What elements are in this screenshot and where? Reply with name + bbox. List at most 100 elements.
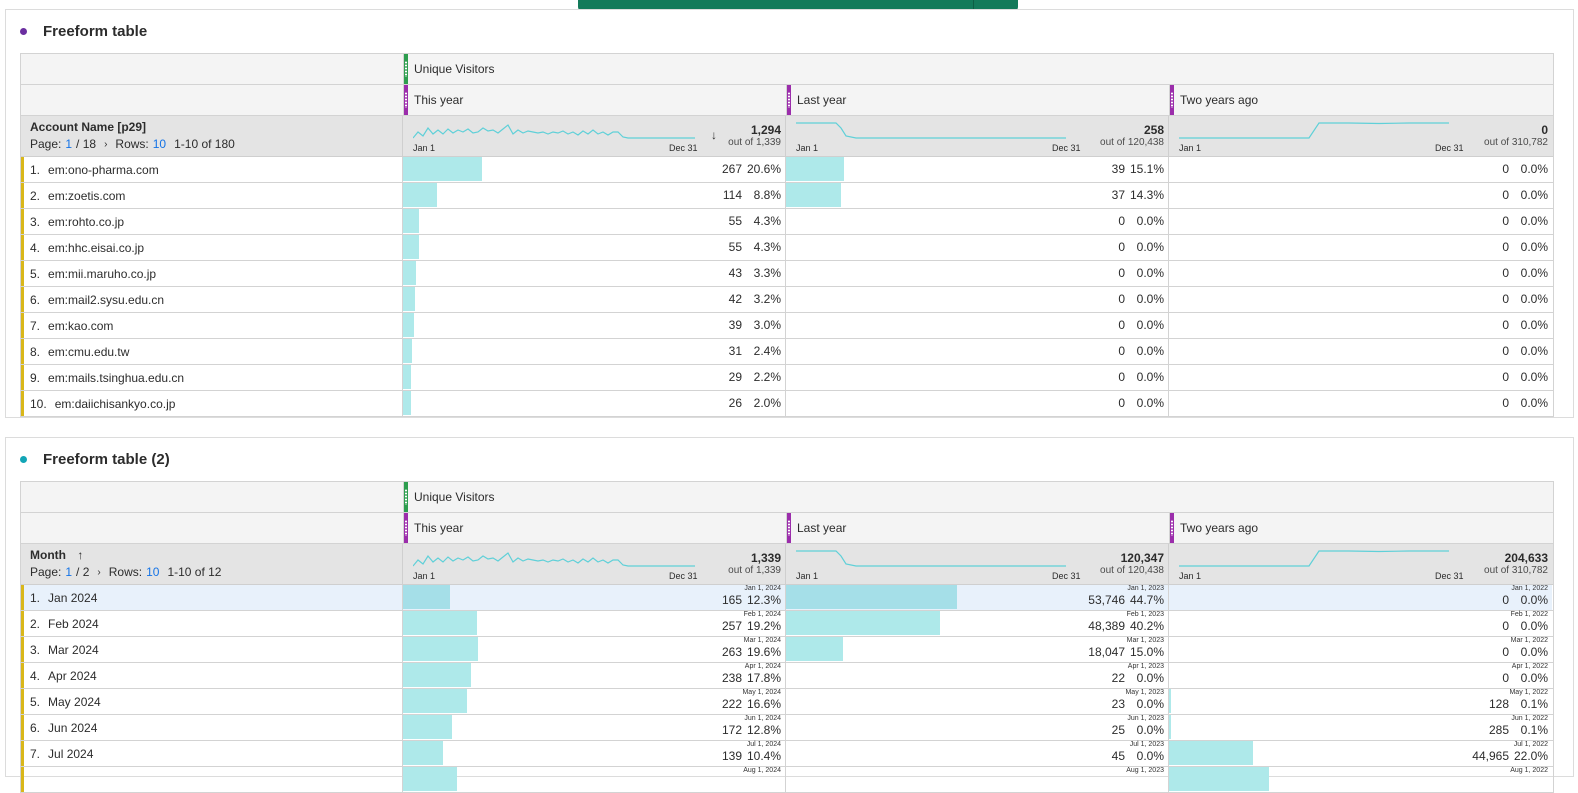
metric-cell[interactable]: Jul 1, 2022 44,965 22.0% xyxy=(1169,741,1552,766)
metric-cell[interactable]: 42 3.2% xyxy=(403,287,786,312)
metric-cell[interactable]: Jul 1, 2024 139 10.4% xyxy=(403,741,786,766)
metric-cell[interactable]: 0 0.0% xyxy=(1169,365,1552,390)
metric-cell[interactable]: 0 0.0% xyxy=(1169,157,1552,182)
metric-cell[interactable]: 39 3.0% xyxy=(403,313,786,338)
metric-cell[interactable]: 31 2.4% xyxy=(403,339,786,364)
metric-header[interactable]: Unique Visitors xyxy=(404,54,1553,84)
row-dimension-cell[interactable]: 1. em:ono-pharma.com xyxy=(21,157,403,182)
metric-cell[interactable]: Aug 1, 2024 xyxy=(403,767,786,792)
drag-handle[interactable] xyxy=(404,54,408,84)
table-row[interactable]: Aug 1, 2024 Aug 1, 2023 Aug 1, 2022 xyxy=(21,767,1553,793)
metric-cell[interactable]: Jan 1, 2023 53,746 44.7% xyxy=(786,585,1169,610)
metric-cell[interactable]: Apr 1, 2022 0 0.0% xyxy=(1169,663,1552,688)
row-dimension-cell[interactable] xyxy=(21,767,403,792)
table-row[interactable]: 10. em:daiichisankyo.co.jp 26 2.0% 0 0.0% 0 0.0… xyxy=(21,391,1553,417)
column-header-two-years-ago[interactable]: Two years ago xyxy=(1170,85,1553,115)
metric-cell[interactable]: 39 15.1% xyxy=(786,157,1169,182)
metric-cell[interactable]: Jan 1, 2024 165 12.3% xyxy=(403,585,786,610)
column-header-last-year[interactable]: Last year xyxy=(787,513,1170,543)
metric-cell[interactable]: Mar 1, 2024 263 19.6% xyxy=(403,637,786,662)
panel-title[interactable]: Freeform table (2) xyxy=(20,450,170,468)
metric-cell[interactable]: Feb 1, 2023 48,389 40.2% xyxy=(786,611,1169,636)
row-dimension-cell[interactable]: 3. em:rohto.co.jp xyxy=(21,209,403,234)
table-row[interactable]: 7. Jul 2024 Jul 1, 2024 139 10.4% Jul 1, 2023… xyxy=(21,741,1553,767)
row-dimension-cell[interactable]: 8. em:cmu.edu.tw xyxy=(21,339,403,364)
table-row[interactable]: 4. Apr 2024 Apr 1, 2024 238 17.8% Apr 1, 2023… xyxy=(21,663,1553,689)
table-row[interactable]: 1. em:ono-pharma.com 267 20.6% 39 15.1% 0 0.0% xyxy=(21,157,1553,183)
drag-handle[interactable] xyxy=(787,513,791,543)
metric-cell[interactable]: 55 4.3% xyxy=(403,235,786,260)
metric-cell[interactable]: 0 0.0% xyxy=(1169,391,1552,416)
chevron-right-icon[interactable]: › xyxy=(104,138,108,150)
drag-handle[interactable] xyxy=(404,85,408,115)
metric-header[interactable]: Unique Visitors xyxy=(404,482,1553,512)
table-row[interactable]: 6. em:mail2.sysu.edu.cn 42 3.2% 0 0.0% 0 0.0% xyxy=(21,287,1553,313)
table-row[interactable]: 8. em:cmu.edu.tw 31 2.4% 0 0.0% 0 0.0% xyxy=(21,339,1553,365)
metric-cell[interactable]: 114 8.8% xyxy=(403,183,786,208)
rows-per-page-select[interactable]: 10 xyxy=(146,565,160,579)
rows-per-page-select[interactable]: 10 xyxy=(152,137,167,151)
metric-cell[interactable]: Apr 1, 2023 22 0.0% xyxy=(786,663,1169,688)
row-dimension-cell[interactable]: 5. em:mii.maruho.co.jp xyxy=(21,261,403,286)
top-action-bar[interactable] xyxy=(578,0,1018,11)
metric-cell[interactable]: 29 2.2% xyxy=(403,365,786,390)
metric-cell[interactable]: 0 0.0% xyxy=(786,339,1169,364)
column-header-this-year[interactable]: This year xyxy=(404,85,787,115)
row-dimension-cell[interactable]: 6. Jun 2024 xyxy=(21,715,403,740)
row-dimension-cell[interactable]: 3. Mar 2024 xyxy=(21,637,403,662)
metric-cell[interactable]: 0 0.0% xyxy=(786,261,1169,286)
drag-handle[interactable] xyxy=(1170,513,1174,543)
metric-cell[interactable]: May 1, 2024 222 16.6% xyxy=(403,689,786,714)
column-header-last-year[interactable]: Last year xyxy=(787,85,1170,115)
page-number-input[interactable]: 1 xyxy=(65,137,73,151)
table-row[interactable]: 6. Jun 2024 Jun 1, 2024 172 12.8% Jun 1, 2023… xyxy=(21,715,1553,741)
metric-cell[interactable]: 55 4.3% xyxy=(403,209,786,234)
metric-cell[interactable]: Jun 1, 2024 172 12.8% xyxy=(403,715,786,740)
metric-cell[interactable]: 0 0.0% xyxy=(1169,339,1552,364)
table-row[interactable]: 2. Feb 2024 Feb 1, 2024 257 19.2% Feb 1, 2023… xyxy=(21,611,1553,637)
dimension-name[interactable]: Account Name [p29] xyxy=(30,120,147,134)
row-dimension-cell[interactable]: 4. Apr 2024 xyxy=(21,663,403,688)
row-dimension-cell[interactable]: 7. Jul 2024 xyxy=(21,741,403,766)
metric-cell[interactable]: 0 0.0% xyxy=(1169,261,1552,286)
metric-cell[interactable]: Jul 1, 2023 45 0.0% xyxy=(786,741,1169,766)
column-header-two-years-ago[interactable]: Two years ago xyxy=(1170,513,1553,543)
metric-cell[interactable]: Jun 1, 2022 285 0.1% xyxy=(1169,715,1552,740)
row-dimension-cell[interactable]: 4. em:hhc.eisai.co.jp xyxy=(21,235,403,260)
row-dimension-cell[interactable]: 10. em:daiichisankyo.co.jp xyxy=(21,391,403,416)
metric-cell[interactable]: Jan 1, 2022 0 0.0% xyxy=(1169,585,1552,610)
row-dimension-cell[interactable]: 1. Jan 2024 xyxy=(21,585,403,610)
metric-cell[interactable]: 0 0.0% xyxy=(1169,287,1552,312)
metric-cell[interactable]: 0 0.0% xyxy=(1169,209,1552,234)
metric-cell[interactable]: 267 20.6% xyxy=(403,157,786,182)
column-header-this-year[interactable]: This year xyxy=(404,513,787,543)
row-dimension-cell[interactable]: 2. em:zoetis.com xyxy=(21,183,403,208)
drag-handle[interactable] xyxy=(1170,85,1174,115)
metric-cell[interactable]: 0 0.0% xyxy=(786,365,1169,390)
row-dimension-cell[interactable]: 2. Feb 2024 xyxy=(21,611,403,636)
metric-cell[interactable]: 0 0.0% xyxy=(1169,183,1552,208)
drag-handle[interactable] xyxy=(404,513,408,543)
row-dimension-cell[interactable]: 6. em:mail2.sysu.edu.cn xyxy=(21,287,403,312)
metric-cell[interactable]: 37 14.3% xyxy=(786,183,1169,208)
table-row[interactable]: 7. em:kao.com 39 3.0% 0 0.0% 0 0.0% xyxy=(21,313,1553,339)
table-row[interactable]: 9. em:mails.tsinghua.edu.cn 29 2.2% 0 0.0% 0 0.… xyxy=(21,365,1553,391)
sort-ascending-icon[interactable]: ↑ xyxy=(77,548,84,562)
row-dimension-cell[interactable]: 7. em:kao.com xyxy=(21,313,403,338)
page-number-input[interactable]: 1 xyxy=(65,565,73,579)
table-row[interactable]: 5. May 2024 May 1, 2024 222 16.6% May 1, 2023… xyxy=(21,689,1553,715)
metric-cell[interactable]: 0 0.0% xyxy=(786,391,1169,416)
metric-cell[interactable]: Mar 1, 2023 18,047 15.0% xyxy=(786,637,1169,662)
metric-cell[interactable]: 43 3.3% xyxy=(403,261,786,286)
table-row[interactable]: 5. em:mii.maruho.co.jp 43 3.3% 0 0.0% 0 0.0% xyxy=(21,261,1553,287)
metric-cell[interactable]: Aug 1, 2023 xyxy=(786,767,1169,792)
metric-cell[interactable]: 0 0.0% xyxy=(1169,235,1552,260)
metric-cell[interactable]: Jun 1, 2023 25 0.0% xyxy=(786,715,1169,740)
drag-handle[interactable] xyxy=(787,85,791,115)
table-row[interactable]: 3. em:rohto.co.jp 55 4.3% 0 0.0% 0 0.0% xyxy=(21,209,1553,235)
metric-cell[interactable]: Mar 1, 2022 0 0.0% xyxy=(1169,637,1552,662)
metric-cell[interactable]: 0 0.0% xyxy=(786,235,1169,260)
metric-cell[interactable]: 0 0.0% xyxy=(786,209,1169,234)
row-dimension-cell[interactable]: 9. em:mails.tsinghua.edu.cn xyxy=(21,365,403,390)
table-row[interactable]: 4. em:hhc.eisai.co.jp 55 4.3% 0 0.0% 0 0.0% xyxy=(21,235,1553,261)
